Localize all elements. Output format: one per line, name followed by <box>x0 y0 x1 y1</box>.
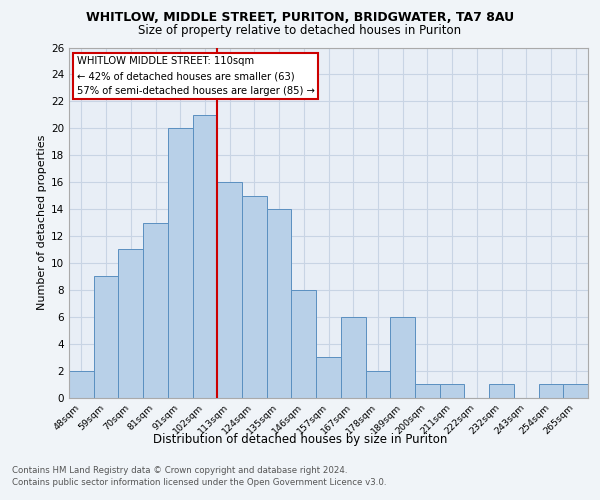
Bar <box>365 370 390 398</box>
Bar <box>217 182 242 398</box>
Bar <box>69 370 94 398</box>
Bar <box>489 384 514 398</box>
Text: Distribution of detached houses by size in Puriton: Distribution of detached houses by size … <box>153 432 447 446</box>
Bar <box>242 196 267 398</box>
Bar <box>118 250 143 398</box>
Text: Contains public sector information licensed under the Open Government Licence v3: Contains public sector information licen… <box>12 478 386 487</box>
Bar <box>415 384 440 398</box>
Text: Contains HM Land Registry data © Crown copyright and database right 2024.: Contains HM Land Registry data © Crown c… <box>12 466 347 475</box>
Bar <box>390 316 415 398</box>
Bar <box>316 357 341 398</box>
Text: WHITLOW MIDDLE STREET: 110sqm
← 42% of detached houses are smaller (63)
57% of s: WHITLOW MIDDLE STREET: 110sqm ← 42% of d… <box>77 56 314 96</box>
Bar <box>292 290 316 398</box>
Bar <box>539 384 563 398</box>
Bar <box>267 209 292 398</box>
Text: WHITLOW, MIDDLE STREET, PURITON, BRIDGWATER, TA7 8AU: WHITLOW, MIDDLE STREET, PURITON, BRIDGWA… <box>86 11 514 24</box>
Bar <box>440 384 464 398</box>
Y-axis label: Number of detached properties: Number of detached properties <box>37 135 47 310</box>
Bar <box>168 128 193 398</box>
Bar <box>193 115 217 398</box>
Bar <box>94 276 118 398</box>
Bar <box>341 316 365 398</box>
Text: Size of property relative to detached houses in Puriton: Size of property relative to detached ho… <box>139 24 461 37</box>
Bar <box>143 222 168 398</box>
Bar <box>563 384 588 398</box>
